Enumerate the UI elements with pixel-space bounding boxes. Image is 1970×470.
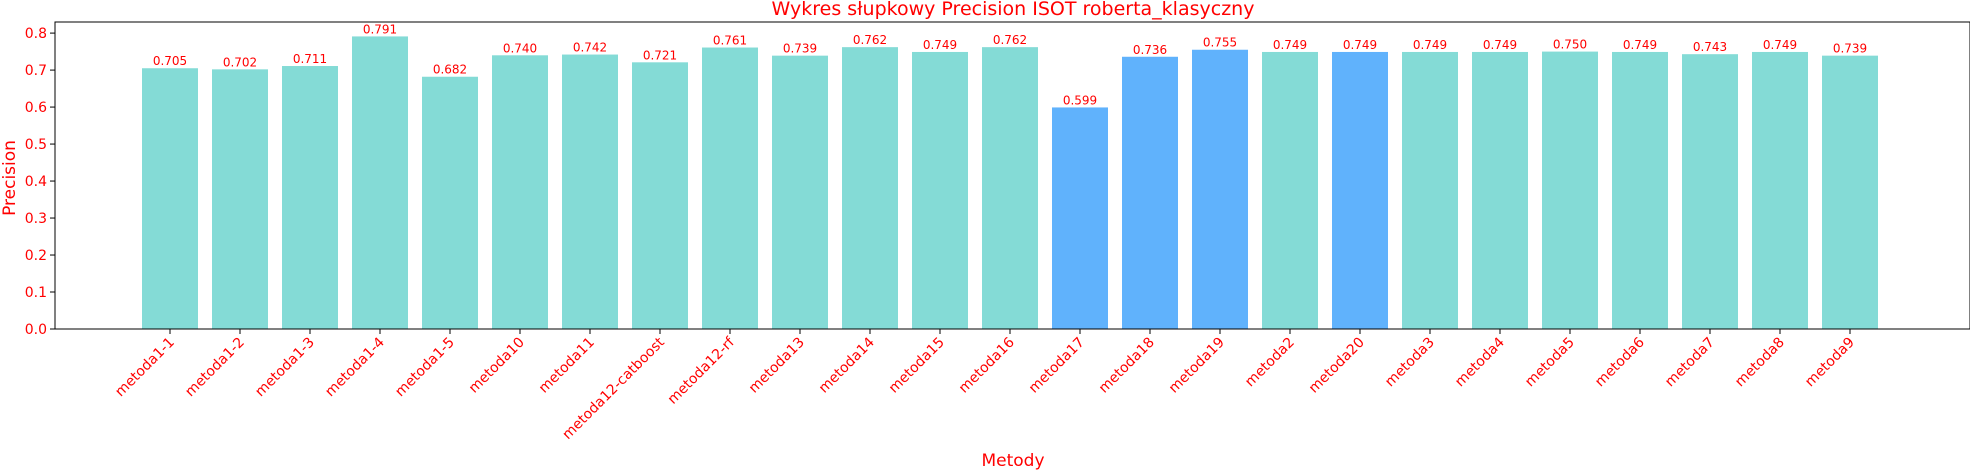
y-tick-label: 0.3	[25, 211, 47, 227]
y-tick-label: 0.1	[25, 285, 47, 301]
y-axis-label: Precision	[0, 140, 20, 216]
x-tick-label: metoda15	[886, 335, 948, 397]
x-tick-label: metoda18	[1096, 335, 1158, 397]
bar-value-label: 0.750	[1553, 38, 1587, 52]
bar-value-label: 0.749	[1623, 38, 1657, 52]
bar-metoda11	[562, 54, 618, 329]
bar-value-label: 0.762	[853, 33, 887, 47]
x-tick-label: metoda12-rf	[665, 334, 739, 408]
x-tick-label: metoda11	[536, 335, 598, 397]
bar-value-label: 0.739	[1833, 42, 1867, 56]
x-tick-label: metoda20	[1306, 335, 1368, 397]
bar-metoda3	[1402, 51, 1458, 330]
x-tick-label: metoda17	[1026, 335, 1088, 397]
bar-metoda5	[1542, 51, 1598, 329]
x-tick-label: metoda13	[746, 335, 808, 397]
bar-value-label: 0.749	[1413, 38, 1447, 52]
x-tick-label: metoda9	[1802, 335, 1858, 391]
x-tick-label: metoda10	[466, 335, 528, 397]
bar-value-label: 0.749	[1483, 38, 1517, 52]
bar-value-label: 0.721	[643, 48, 677, 62]
x-tick-label: metoda4	[1452, 334, 1508, 390]
bar-metoda1-5	[422, 76, 478, 329]
bar-metoda20	[1332, 51, 1388, 330]
y-tick-label: 0.6	[25, 100, 47, 116]
x-tick-label: metoda7	[1662, 335, 1718, 391]
bar-value-label: 0.749	[923, 38, 957, 52]
bar-value-label: 0.702	[223, 55, 257, 69]
bar-value-label: 0.740	[503, 41, 537, 55]
x-tick-label: metoda14	[816, 334, 878, 396]
bar-metoda12-catboost	[632, 62, 688, 330]
bar-value-label: 0.705	[153, 54, 187, 68]
x-tick-label: metoda1-1	[112, 335, 178, 401]
bar-value-label: 0.599	[1063, 93, 1097, 107]
x-tick-label: metoda1-5	[392, 335, 458, 401]
bar-value-label: 0.736	[1133, 43, 1167, 57]
bar-value-label: 0.761	[713, 34, 747, 48]
bar-value-label: 0.742	[573, 41, 607, 55]
plot-frame	[54, 21, 1970, 330]
bar-metoda1-2	[212, 69, 268, 330]
bar-metoda6	[1612, 51, 1668, 330]
x-tick-label: metoda2	[1242, 335, 1298, 391]
bar-metoda17	[1052, 107, 1108, 329]
x-tick-label: metoda16	[956, 334, 1018, 396]
y-tick-label: 0.0	[25, 322, 47, 338]
bar-metoda1-4	[352, 36, 408, 330]
bar-metoda9	[1822, 55, 1878, 330]
bar-metoda19	[1192, 49, 1248, 329]
y-tick-label: 0.7	[25, 63, 47, 79]
y-tick-label: 0.2	[25, 248, 47, 264]
bar-metoda16	[982, 47, 1038, 330]
x-tick-label: metoda3	[1382, 335, 1438, 391]
bar-metoda1-1	[142, 68, 198, 330]
x-tick-label: metoda5	[1522, 335, 1578, 391]
bar-value-label: 0.762	[993, 33, 1027, 47]
y-tick-label: 0.4	[25, 174, 47, 190]
chart-title: Wykres słupkowy Precision ISOT roberta_k…	[772, 0, 1255, 20]
bar-metoda2	[1262, 51, 1318, 330]
bar-metoda8	[1752, 51, 1808, 330]
bar-value-label: 0.749	[1273, 38, 1307, 52]
y-tick-label: 0.8	[25, 26, 47, 42]
x-axis-ticks: metoda1-1 metoda1-2 metoda1-3 metoda1-4 meto…	[112, 329, 1858, 443]
y-tick-label: 0.5	[25, 137, 47, 153]
bar-metoda12-rf	[702, 47, 758, 329]
bar-metoda13	[772, 55, 828, 330]
bar-metoda1-3	[282, 66, 338, 330]
x-tick-label: metoda8	[1732, 335, 1788, 391]
bar-metoda15	[912, 51, 968, 330]
bar-value-label: 0.711	[293, 52, 327, 66]
x-tick-label: metoda6	[1592, 334, 1648, 390]
bar-metoda14	[842, 47, 898, 330]
bar-value-label: 0.743	[1693, 40, 1727, 54]
bar-value-label: 0.749	[1763, 38, 1797, 52]
bar-metoda4	[1472, 51, 1528, 330]
bar-value-label: 0.749	[1343, 38, 1377, 52]
bars-layer: 0.705 0.702 0.711 0.791 0.682 0.740 0.742 0.721…	[142, 22, 1878, 330]
bar-value-label: 0.739	[783, 42, 817, 56]
x-axis-label: Metody	[981, 451, 1044, 470]
x-tick-label: metoda1-3	[252, 335, 318, 401]
bar-metoda18	[1122, 56, 1178, 329]
x-tick-label: metoda1-4	[322, 334, 388, 400]
x-tick-label: metoda19	[1166, 335, 1228, 397]
bar-value-label: 0.682	[433, 63, 467, 77]
y-axis-ticks: 0.0 0.1 0.2 0.3 0.4 0.5 0.6 0.7 0.8	[25, 26, 55, 338]
bar-value-label: 0.791	[363, 22, 397, 36]
bar-value-label: 0.755	[1203, 36, 1237, 50]
bar-metoda7	[1682, 54, 1738, 330]
bar-metoda10	[492, 55, 548, 330]
x-tick-label: metoda1-2	[182, 335, 248, 401]
